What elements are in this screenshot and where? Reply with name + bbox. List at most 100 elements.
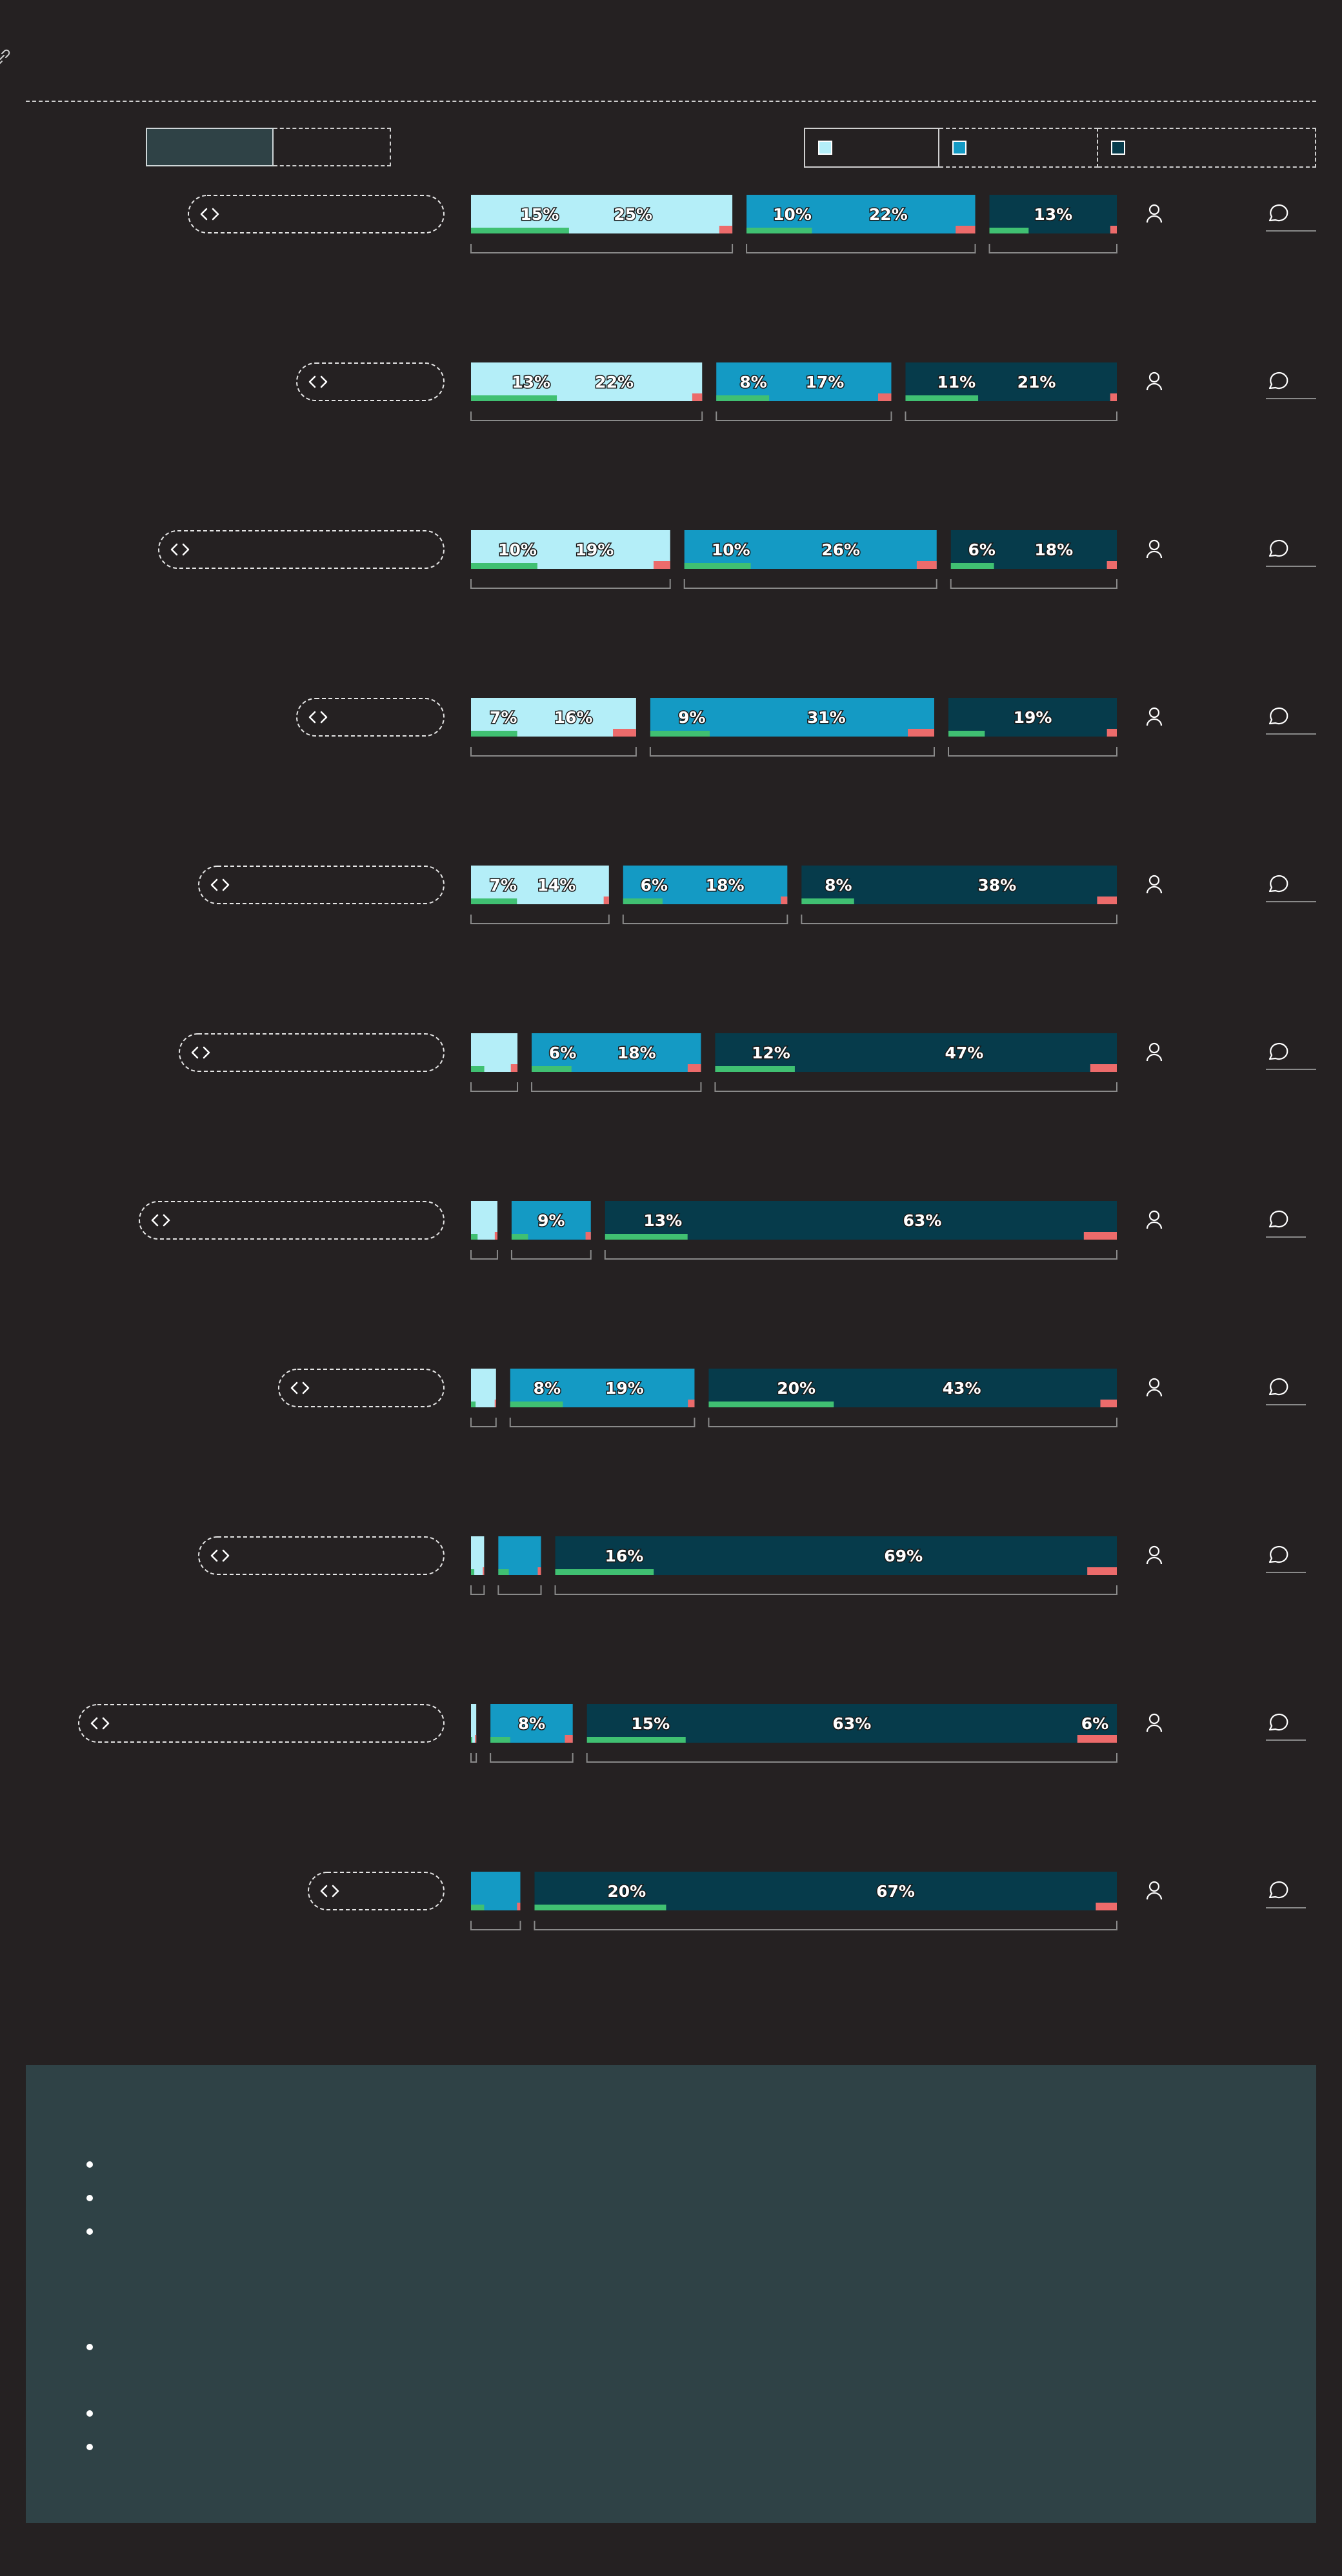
data-label: 31% [807, 708, 846, 727]
bad-indicator [1077, 1735, 1117, 1743]
comment-icon[interactable] [1268, 372, 1288, 390]
data-label: 17% [805, 373, 844, 391]
bar-segment [511, 1201, 591, 1240]
person-icon [1148, 539, 1160, 551]
data-label: 7% [490, 876, 517, 895]
comment-icon[interactable] [1268, 1042, 1288, 1060]
legend-swatch-dark [1111, 141, 1125, 155]
bar-segment [623, 866, 788, 904]
comment-icon[interactable] [1268, 1378, 1288, 1396]
code-brackets-icon [308, 375, 328, 388]
row-pill[interactable] [308, 1872, 445, 1910]
person-icon [1148, 707, 1160, 718]
group-bracket [905, 411, 1117, 421]
bar-segment [532, 1033, 701, 1072]
data-label: 8% [825, 876, 852, 895]
bar-segment [471, 1201, 497, 1240]
bad-indicator [1107, 729, 1117, 737]
bad-indicator [565, 1735, 573, 1743]
row-pill[interactable] [139, 1201, 445, 1240]
group-bracket [604, 1250, 1117, 1260]
group-bracket [622, 915, 788, 924]
good-indicator [534, 1905, 666, 1910]
comment-icon[interactable] [1268, 1545, 1288, 1563]
good-indicator [586, 1737, 686, 1743]
data-label: 18% [706, 876, 745, 895]
toggle-option-1[interactable] [146, 128, 274, 166]
bar-segment [586, 1704, 1117, 1743]
comment-icon[interactable] [1268, 1881, 1288, 1899]
good-indicator [950, 563, 994, 569]
person-icon-body [1146, 382, 1163, 391]
row-pill[interactable] [179, 1033, 445, 1072]
comment-icon[interactable] [1268, 1210, 1288, 1228]
group-bracket [714, 1082, 1117, 1092]
bar-segment [801, 866, 1117, 904]
row-pill[interactable] [158, 530, 445, 569]
group-bracket [801, 915, 1117, 924]
comment-icon[interactable] [1268, 204, 1288, 222]
notes-bullet [86, 2344, 93, 2350]
data-label: 6% [968, 540, 996, 559]
good-indicator [471, 731, 517, 737]
code-brackets-icon [290, 1382, 310, 1394]
row-pill[interactable] [188, 195, 445, 233]
row-pill[interactable] [296, 362, 445, 401]
person-icon [1148, 1713, 1160, 1725]
legend-item-mid[interactable] [939, 128, 1098, 168]
bar-segment [605, 1201, 1117, 1240]
good-indicator [471, 228, 569, 233]
group-bracket [470, 1585, 485, 1595]
bad-indicator [692, 393, 703, 401]
legend-item-light[interactable] [804, 128, 939, 168]
bad-indicator [1110, 393, 1117, 401]
good-indicator [471, 1234, 478, 1240]
bar-segment [471, 1536, 485, 1575]
person-icon [1148, 204, 1160, 215]
data-label: 13% [512, 373, 550, 391]
bar-segment [471, 195, 733, 233]
notes-bullet [86, 2410, 93, 2417]
group-bracket [470, 1753, 477, 1763]
bad-indicator [517, 1903, 521, 1910]
row-pill[interactable] [198, 1536, 445, 1575]
group-bracket [490, 1753, 574, 1763]
bar-segment [471, 1872, 521, 1910]
data-label: 13% [1034, 205, 1072, 224]
link-icon[interactable] [0, 46, 13, 68]
comment-icon[interactable] [1268, 875, 1288, 893]
data-label: 18% [1034, 540, 1073, 559]
data-label: 8% [518, 1714, 545, 1733]
bad-indicator [1107, 561, 1117, 569]
bar-segment [650, 698, 934, 737]
row-pill[interactable] [198, 866, 445, 904]
data-label: 38% [977, 876, 1016, 895]
code-brackets-icon [210, 1549, 230, 1562]
person-icon [1148, 1378, 1160, 1389]
comment-icon[interactable] [1268, 707, 1288, 725]
data-label: 15% [520, 205, 559, 224]
comment-icon[interactable] [1268, 539, 1288, 557]
good-indicator [746, 228, 812, 233]
group-bracket [708, 1418, 1117, 1427]
toggle-option-2[interactable] [274, 128, 391, 166]
good-indicator [471, 1905, 485, 1910]
good-indicator [716, 395, 770, 401]
data-label: 69% [884, 1547, 923, 1565]
data-label: 12% [752, 1044, 790, 1062]
data-label: 8% [739, 373, 766, 391]
row-pill[interactable] [78, 1704, 445, 1743]
bad-indicator [1097, 897, 1117, 904]
legend-item-dark[interactable] [1098, 128, 1316, 168]
bad-indicator [908, 729, 934, 737]
row-pill[interactable] [278, 1369, 445, 1407]
comment-icon[interactable] [1268, 1713, 1288, 1731]
row-pill[interactable] [296, 698, 445, 737]
group-bracket [534, 1921, 1117, 1930]
good-indicator [498, 1569, 509, 1575]
group-bracket [470, 1921, 521, 1930]
bad-indicator [585, 1232, 591, 1240]
good-indicator [684, 563, 751, 569]
data-label: 43% [943, 1379, 981, 1398]
